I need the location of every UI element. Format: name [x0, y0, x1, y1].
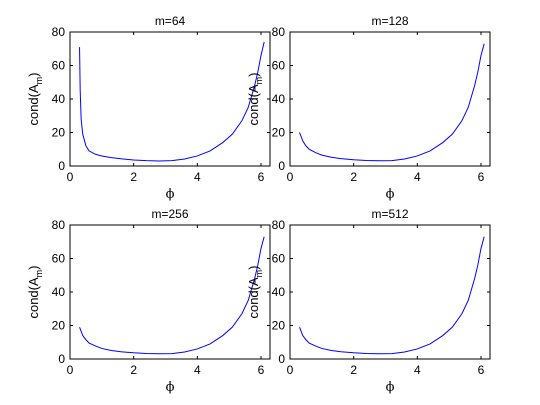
- axes-frame: [289, 31, 491, 167]
- x-tick-label: 4: [414, 363, 421, 377]
- y-axis-label-main: cond(A: [246, 84, 261, 126]
- axes-frame: [289, 224, 491, 360]
- y-axis-label-sub: m: [254, 77, 264, 85]
- y-axis-label-sub: m: [34, 270, 44, 278]
- x-tick-label: 6: [478, 363, 485, 377]
- y-tick-label: 80: [272, 218, 286, 232]
- x-tick-label: 4: [414, 170, 421, 184]
- axes-frame: [69, 31, 271, 167]
- x-tick-label: 0: [287, 363, 294, 377]
- x-tick-label: 2: [130, 170, 137, 184]
- x-tick-label: 2: [350, 170, 357, 184]
- y-tick-label: 20: [52, 126, 66, 140]
- y-tick-label: 80: [272, 25, 286, 39]
- series-line-1: [299, 236, 485, 355]
- y-tick-label: 40: [272, 285, 286, 299]
- y-axis-label: cond(Am): [26, 72, 44, 125]
- subplot-title: m=256: [151, 207, 188, 221]
- axes-frame: [69, 224, 271, 360]
- y-tick-label: 80: [52, 218, 66, 232]
- x-axis-label: ϕ: [166, 380, 175, 395]
- y-tick-label: 60: [272, 59, 286, 73]
- y-tick-label: 40: [52, 285, 66, 299]
- y-tick-label: 80: [52, 25, 66, 39]
- x-tick-label: 6: [478, 170, 485, 184]
- x-tick-label: 4: [194, 170, 201, 184]
- y-tick-label: 60: [272, 252, 286, 266]
- x-axis-label: ϕ: [386, 187, 395, 202]
- y-tick-label: 0: [278, 352, 285, 366]
- x-tick-label: 0: [67, 363, 74, 377]
- subplot-title: m=64: [155, 14, 186, 28]
- subplot-title: m=512: [371, 207, 408, 221]
- y-tick-label: 60: [52, 59, 66, 73]
- x-tick-label: 6: [258, 170, 265, 184]
- y-tick-label: 20: [272, 319, 286, 333]
- x-tick-label: 0: [67, 170, 74, 184]
- y-tick-label: 0: [278, 159, 285, 173]
- y-axis-label: cond(Am): [26, 265, 44, 318]
- y-axis-label-main: cond(A: [26, 84, 41, 126]
- y-axis-label-close: ): [26, 265, 41, 269]
- series-line-1: [79, 41, 265, 162]
- y-axis-label-close: ): [26, 72, 41, 76]
- x-tick-label: 6: [258, 363, 265, 377]
- y-axis-label-main: cond(A: [26, 277, 41, 319]
- y-axis-label-main: cond(A: [246, 277, 261, 319]
- y-tick-label: 20: [272, 126, 286, 140]
- y-tick-label: 20: [52, 319, 66, 333]
- y-axis-label-sub: m: [34, 77, 44, 85]
- y-axis-label-sub: m: [254, 270, 264, 278]
- x-tick-label: 0: [287, 170, 294, 184]
- x-tick-label: 2: [350, 363, 357, 377]
- y-tick-label: 0: [58, 352, 65, 366]
- y-tick-label: 0: [58, 159, 65, 173]
- series-line-1: [299, 43, 485, 162]
- x-axis-label: ϕ: [386, 380, 395, 395]
- x-tick-label: 4: [194, 363, 201, 377]
- y-tick-label: 40: [52, 92, 66, 106]
- subplot-title: m=128: [371, 14, 408, 28]
- y-axis-label-close: ): [246, 72, 261, 76]
- series-line-1: [79, 236, 265, 355]
- x-tick-label: 2: [130, 363, 137, 377]
- y-axis-label: cond(Am): [246, 72, 264, 125]
- y-tick-label: 60: [52, 252, 66, 266]
- y-axis-label: cond(Am): [246, 265, 264, 318]
- x-axis-label: ϕ: [166, 187, 175, 202]
- y-axis-label-close: ): [246, 265, 261, 269]
- y-tick-label: 40: [272, 92, 286, 106]
